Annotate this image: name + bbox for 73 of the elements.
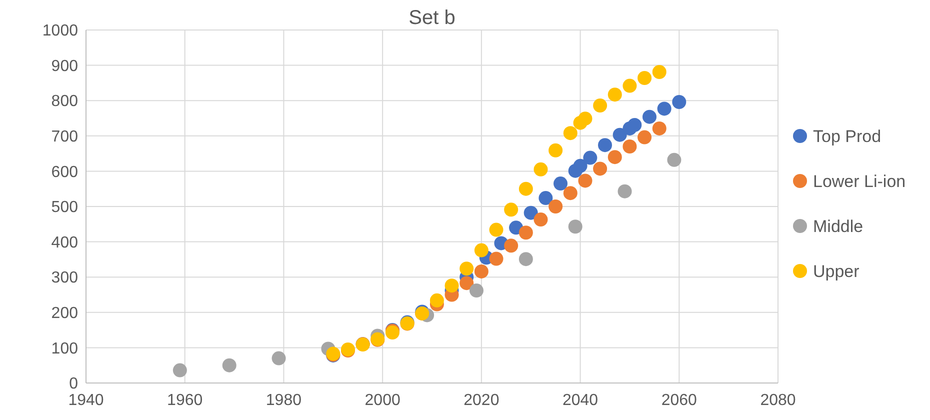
point [593,98,608,113]
point [534,212,548,227]
point [272,351,286,366]
point [608,150,622,164]
point [518,182,533,196]
x-tick-label: 1980 [266,392,302,409]
point [469,284,484,298]
point [460,276,474,290]
y-tick-label: 300 [51,270,78,287]
point [622,78,637,93]
point [489,252,504,266]
legend-label: Upper [813,262,860,281]
point [563,126,578,140]
y-tick-label: 100 [51,340,78,358]
point [430,293,444,308]
point [657,102,672,116]
point [583,150,598,165]
chart-title: Set b [408,7,456,29]
x-tick-label: 2040 [562,392,598,409]
x-tick-label: 2020 [464,392,500,409]
y-tick-label: 1000 [42,22,78,40]
point [518,252,533,266]
y-tick-label: 200 [51,305,78,322]
point [444,278,459,293]
legend-label: Lower Li-ion [813,172,906,191]
x-tick-label: 2060 [661,392,698,409]
point [608,88,622,102]
point [667,152,682,167]
point [612,128,627,142]
point [563,186,578,200]
point [504,202,518,217]
point [554,176,568,191]
point [638,71,652,86]
point [518,226,533,240]
point [548,200,563,214]
point [672,95,686,110]
point [618,184,632,198]
point [222,358,236,372]
y-tick-label: 800 [51,93,78,110]
point [568,220,582,234]
x-tick-label: 1960 [167,392,203,409]
point [489,222,504,237]
point [638,130,652,144]
point [538,191,553,206]
y-tick-label: 600 [51,164,78,181]
y-tick-label: 400 [51,234,78,252]
point [593,162,608,176]
y-tick-label: 500 [51,199,78,216]
point [172,363,187,378]
legend-label: Top Prod [813,126,882,146]
x-tick-label: 1940 [68,392,104,409]
point [524,206,538,220]
point [534,162,548,176]
y-tick-label: 0 [69,376,78,393]
point [573,158,588,173]
point [652,121,666,136]
point [598,138,612,152]
point [578,112,592,126]
x-tick-label: 2000 [364,392,400,409]
point [628,118,642,132]
point [642,110,656,124]
point [622,139,637,154]
point [474,264,488,278]
y-tick-label: 900 [51,58,78,75]
point [474,243,488,258]
point [504,238,518,253]
y-tick-label: 700 [51,128,78,146]
x-tick-label: 2080 [760,392,796,409]
point [548,143,563,158]
point [652,65,666,80]
point [578,174,592,188]
point [460,262,474,276]
legend-label: Middle [813,216,864,236]
